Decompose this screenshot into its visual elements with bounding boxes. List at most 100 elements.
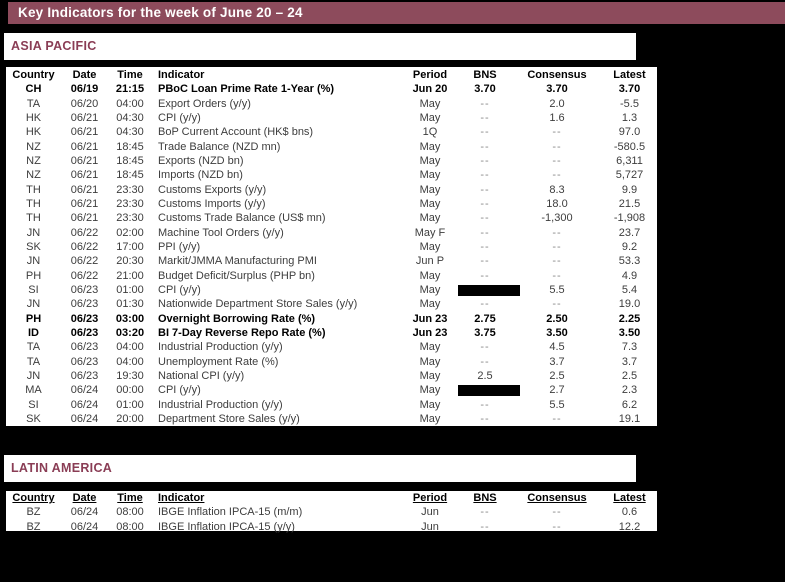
cell-latest: 9.9 xyxy=(621,183,638,196)
cell-period: May xyxy=(419,140,441,153)
section-band-latin-america: LATIN AMERICA xyxy=(4,455,636,482)
table-row: TH 06/21 23:30 Customs Trade Balance (US$ m… xyxy=(6,211,657,225)
table-row: ID 06/23 03:20 BI 7-Day Reverse Repo Rate (… xyxy=(6,326,657,340)
column-header-bns: BNS xyxy=(473,492,497,504)
cell-consensus: -- xyxy=(552,154,562,167)
cell-consensus: 2.5 xyxy=(549,370,565,383)
cell-time: 04:30 xyxy=(116,111,144,124)
cell-date: 06/21 xyxy=(70,197,99,210)
asia-pacific-table: Country Date Time Indicator Period BNS Consens… xyxy=(4,64,659,428)
cell-consensus: 18.0 xyxy=(546,197,568,210)
cell-indicator: Industrial Production (y/y) xyxy=(158,341,283,354)
cell-indicator: Exports (NZD bn) xyxy=(158,154,244,167)
cell-period: May xyxy=(419,97,441,110)
cell-time: 23:30 xyxy=(116,183,144,196)
table-row: MA 06/24 00:00 CPI (y/y) May 2.7 2.3 xyxy=(6,383,657,397)
cell-country: TH xyxy=(26,183,41,196)
cell-time: 19:30 xyxy=(116,370,144,383)
cell-time: 21:00 xyxy=(116,269,144,282)
cell-time: 08:00 xyxy=(116,520,144,533)
column-header-period: Period xyxy=(412,68,448,81)
cell-country: SI xyxy=(28,398,39,411)
cell-date: 06/23 xyxy=(70,312,99,325)
cell-time: 04:00 xyxy=(116,341,144,354)
cell-latest: 0.6 xyxy=(621,506,638,519)
cell-time: 18:45 xyxy=(116,154,144,167)
cell-period: May xyxy=(419,398,441,411)
cell-indicator: Imports (NZD bn) xyxy=(158,169,243,182)
table-row: HK 06/21 04:30 BoP Current Account (HK$ bns… xyxy=(6,125,657,139)
column-header-country: Country xyxy=(12,492,55,504)
cell-country: SK xyxy=(26,240,41,253)
cell-date: 06/22 xyxy=(70,255,99,268)
cell-consensus: -- xyxy=(552,169,562,182)
cell-period: May xyxy=(419,413,441,426)
cell-period: 1Q xyxy=(422,126,438,139)
table-row: PH 06/22 21:00 Budget Deficit/Surplus (PHP … xyxy=(6,268,657,282)
cell-country: TA xyxy=(26,97,41,110)
cell-consensus: -- xyxy=(552,226,562,239)
cell-date: 06/21 xyxy=(70,169,99,182)
column-header-time: Time xyxy=(117,68,143,81)
cell-date: 06/21 xyxy=(70,212,99,225)
cell-country: JN xyxy=(26,370,41,383)
cell-indicator: Department Store Sales (y/y) xyxy=(158,413,300,426)
redaction-box xyxy=(458,284,520,296)
cell-latest: 3.70 xyxy=(618,83,641,96)
table-row: HK 06/21 04:30 CPI (y/y) May -- 1.6 1.3 xyxy=(6,111,657,125)
cell-bns: -- xyxy=(480,111,490,124)
cell-bns: -- xyxy=(480,97,490,110)
table-row: TA 06/20 04:00 Export Orders (y/y) May -- 2.0 -… xyxy=(6,96,657,110)
table-row: TH 06/21 23:30 Customs Exports (y/y) May -- 8.… xyxy=(6,182,657,196)
cell-bns: -- xyxy=(480,398,490,411)
cell-bns xyxy=(458,283,520,297)
cell-indicator: Export Orders (y/y) xyxy=(158,97,251,110)
cell-time: 23:30 xyxy=(116,212,144,225)
table-row: JN 06/23 01:30 Nationwide Department Store … xyxy=(6,297,657,311)
table-row: NZ 06/21 18:45 Trade Balance (NZD mn) May -- -… xyxy=(6,139,657,153)
table-row: CH 06/19 21:15 PBoC Loan Prime Rate 1-Year … xyxy=(6,82,657,96)
cell-time: 03:20 xyxy=(115,327,145,340)
cell-period: Jun P xyxy=(415,255,445,268)
cell-consensus: -- xyxy=(552,240,562,253)
table-row: JN 06/22 20:30 Markit/JMMA Manufacturing PM… xyxy=(6,254,657,268)
cell-country: MA xyxy=(25,384,42,397)
table-row: BZ 06/24 08:00 IBGE Inflation IPCA-15 (y/y)… xyxy=(6,519,657,533)
column-header-indicator: Indicator xyxy=(158,492,205,504)
cell-period: May xyxy=(419,384,441,397)
cell-indicator: National CPI (y/y) xyxy=(158,370,245,383)
cell-indicator: Overnight Borrowing Rate (%) xyxy=(158,312,316,325)
cell-bns: -- xyxy=(480,255,490,268)
cell-period: May xyxy=(419,240,441,253)
cell-indicator: Trade Balance (NZD mn) xyxy=(158,140,281,153)
report-title-bar: Key Indicators for the week of June 20 –… xyxy=(8,2,785,24)
cell-country: NZ xyxy=(26,140,41,153)
cell-indicator: IBGE Inflation IPCA-15 (m/m) xyxy=(158,506,303,519)
cell-period: May xyxy=(419,169,441,182)
cell-consensus: -- xyxy=(552,126,562,139)
cell-indicator: Customs Trade Balance (US$ mn) xyxy=(158,212,326,225)
cell-latest: -580.5 xyxy=(613,140,646,153)
cell-time: 01:00 xyxy=(116,283,144,296)
cell-time: 23:30 xyxy=(116,197,144,210)
cell-country: CH xyxy=(25,83,42,96)
table-row: NZ 06/21 18:45 Imports (NZD bn) May -- -- 5,727 xyxy=(6,168,657,182)
cell-period: Jun 23 xyxy=(412,327,448,340)
cell-period: May xyxy=(419,283,441,296)
cell-latest: 12.2 xyxy=(618,520,641,533)
cell-time: 01:00 xyxy=(116,398,144,411)
cell-latest: 21.5 xyxy=(618,197,641,210)
cell-country: JN xyxy=(26,226,41,239)
column-header-latest: Latest xyxy=(613,492,646,504)
table-row: PH 06/23 03:00 Overnight Borrowing Rate (%)… xyxy=(6,312,657,326)
cell-date: 06/21 xyxy=(70,154,99,167)
cell-country: TA xyxy=(26,341,41,354)
column-header-latest: Latest xyxy=(613,68,646,81)
cell-latest: 6.2 xyxy=(621,398,638,411)
cell-date: 06/24 xyxy=(70,506,99,519)
cell-latest: 5.4 xyxy=(621,283,638,296)
cell-country: PH xyxy=(25,312,42,325)
cell-latest: 19.0 xyxy=(618,298,641,311)
cell-country: PH xyxy=(25,269,42,282)
cell-country: HK xyxy=(25,111,42,124)
